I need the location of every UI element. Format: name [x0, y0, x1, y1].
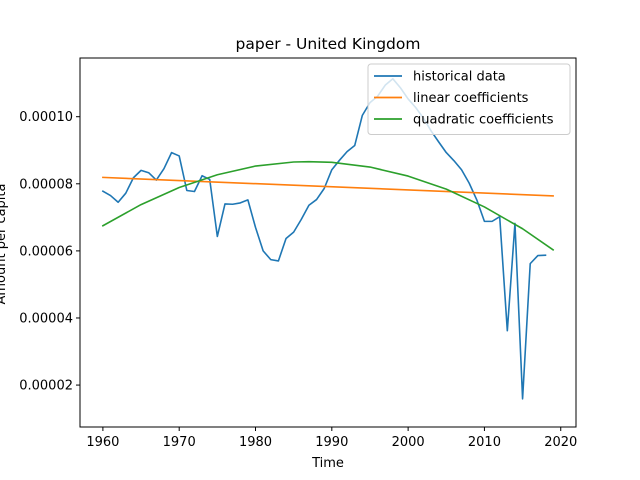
x-axis-label: Time — [311, 456, 344, 471]
legend-box — [367, 63, 571, 135]
y-axis-label: Amount per capita — [0, 184, 9, 305]
x-tick-label: 2020 — [544, 435, 577, 450]
chart-title: paper - United Kingdom — [236, 35, 421, 53]
y-tick-label: 0.00006 — [19, 244, 73, 259]
y-tick-label: 0.00004 — [19, 311, 73, 326]
series-line-3 — [101, 160, 555, 251]
legend: historical data linear coefficients quadra… — [367, 63, 571, 135]
legend-label-1: historical data — [413, 70, 506, 85]
legend-label-2: linear coefficients — [413, 91, 529, 106]
x-tick-label: 1980 — [239, 435, 272, 450]
y-tick-label: 0.00008 — [19, 177, 73, 192]
x-tick-label: 2000 — [392, 435, 425, 450]
series-line-1 — [101, 78, 547, 400]
x-tick-label: 1960 — [86, 435, 119, 450]
y-tick-label: 0.00010 — [19, 110, 73, 125]
y-tick-label: 0.00002 — [19, 379, 73, 394]
series-line-2 — [102, 176, 554, 197]
series-layer — [101, 78, 555, 400]
x-tick-label: 1970 — [163, 435, 196, 450]
axes-frame — [79, 57, 577, 428]
x-tick-label: 2010 — [468, 435, 501, 450]
legend-label-3: quadratic coefficients — [413, 113, 554, 128]
x-tick-label: 1990 — [315, 435, 348, 450]
axes-layer: 1960 1970 1980 1990 2000 2010 2020 0.00002 0.000… — [19, 57, 577, 450]
